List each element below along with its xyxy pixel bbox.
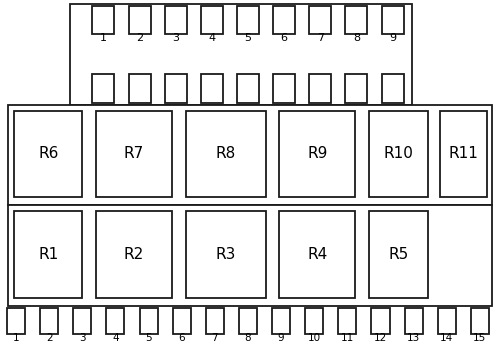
Text: 15: 15 bbox=[474, 333, 486, 343]
Bar bbox=[186, 211, 266, 298]
Text: R1: R1 bbox=[38, 247, 58, 262]
Bar bbox=[346, 74, 368, 103]
Bar bbox=[40, 308, 58, 334]
Text: R5: R5 bbox=[388, 247, 408, 262]
Bar bbox=[164, 74, 186, 103]
Bar bbox=[140, 308, 158, 334]
Bar bbox=[471, 308, 489, 334]
Text: R7: R7 bbox=[124, 146, 144, 161]
Text: R10: R10 bbox=[384, 146, 414, 161]
Text: 4: 4 bbox=[112, 333, 119, 343]
Bar bbox=[279, 211, 355, 298]
Bar bbox=[237, 6, 259, 34]
Bar bbox=[438, 308, 456, 334]
Text: 10: 10 bbox=[308, 333, 321, 343]
Text: 6: 6 bbox=[178, 333, 185, 343]
Text: R4: R4 bbox=[307, 247, 328, 262]
Text: 9: 9 bbox=[389, 33, 396, 43]
Bar bbox=[370, 111, 428, 197]
Bar bbox=[92, 74, 114, 103]
Text: 4: 4 bbox=[208, 33, 216, 43]
Text: R8: R8 bbox=[216, 146, 236, 161]
Text: 7: 7 bbox=[316, 33, 324, 43]
Bar bbox=[382, 6, 404, 34]
Bar bbox=[346, 6, 368, 34]
Text: 2: 2 bbox=[46, 333, 52, 343]
Text: 8: 8 bbox=[353, 33, 360, 43]
Bar bbox=[74, 308, 92, 334]
Bar bbox=[237, 74, 259, 103]
Bar bbox=[8, 105, 492, 205]
Bar bbox=[70, 4, 411, 105]
Bar bbox=[305, 308, 324, 334]
Text: 6: 6 bbox=[280, 33, 287, 43]
Bar bbox=[164, 6, 186, 34]
Text: R2: R2 bbox=[124, 247, 144, 262]
Bar bbox=[273, 74, 295, 103]
Bar bbox=[382, 74, 404, 103]
Bar bbox=[309, 6, 332, 34]
Bar bbox=[7, 308, 25, 334]
Bar bbox=[128, 6, 150, 34]
Text: 13: 13 bbox=[407, 333, 420, 343]
Text: R11: R11 bbox=[448, 146, 478, 161]
Bar bbox=[14, 211, 82, 298]
Bar bbox=[404, 308, 422, 334]
Bar bbox=[201, 74, 223, 103]
Bar bbox=[92, 6, 114, 34]
Text: 5: 5 bbox=[146, 333, 152, 343]
Bar bbox=[201, 6, 223, 34]
Text: 14: 14 bbox=[440, 333, 454, 343]
Bar bbox=[8, 205, 492, 306]
Text: 1: 1 bbox=[13, 333, 20, 343]
Text: 5: 5 bbox=[244, 33, 252, 43]
Bar bbox=[128, 74, 150, 103]
Bar bbox=[370, 211, 428, 298]
Text: 8: 8 bbox=[244, 333, 252, 343]
Bar bbox=[206, 308, 224, 334]
Text: 9: 9 bbox=[278, 333, 284, 343]
Bar bbox=[338, 308, 356, 334]
Bar bbox=[440, 111, 487, 197]
Bar bbox=[279, 111, 355, 197]
Bar bbox=[372, 308, 390, 334]
Bar bbox=[172, 308, 191, 334]
Text: 3: 3 bbox=[79, 333, 86, 343]
Text: R9: R9 bbox=[307, 146, 328, 161]
Text: 11: 11 bbox=[341, 333, 354, 343]
Bar bbox=[272, 308, 290, 334]
Bar bbox=[273, 6, 295, 34]
Bar bbox=[239, 308, 257, 334]
Bar bbox=[186, 111, 266, 197]
Bar bbox=[96, 111, 172, 197]
Text: R6: R6 bbox=[38, 146, 58, 161]
Bar bbox=[96, 211, 172, 298]
Text: 1: 1 bbox=[100, 33, 107, 43]
Text: 3: 3 bbox=[172, 33, 179, 43]
Bar bbox=[14, 111, 82, 197]
Text: 7: 7 bbox=[212, 333, 218, 343]
Bar bbox=[106, 308, 124, 334]
Text: 12: 12 bbox=[374, 333, 387, 343]
Text: 2: 2 bbox=[136, 33, 143, 43]
Bar bbox=[309, 74, 332, 103]
Text: R3: R3 bbox=[216, 247, 236, 262]
